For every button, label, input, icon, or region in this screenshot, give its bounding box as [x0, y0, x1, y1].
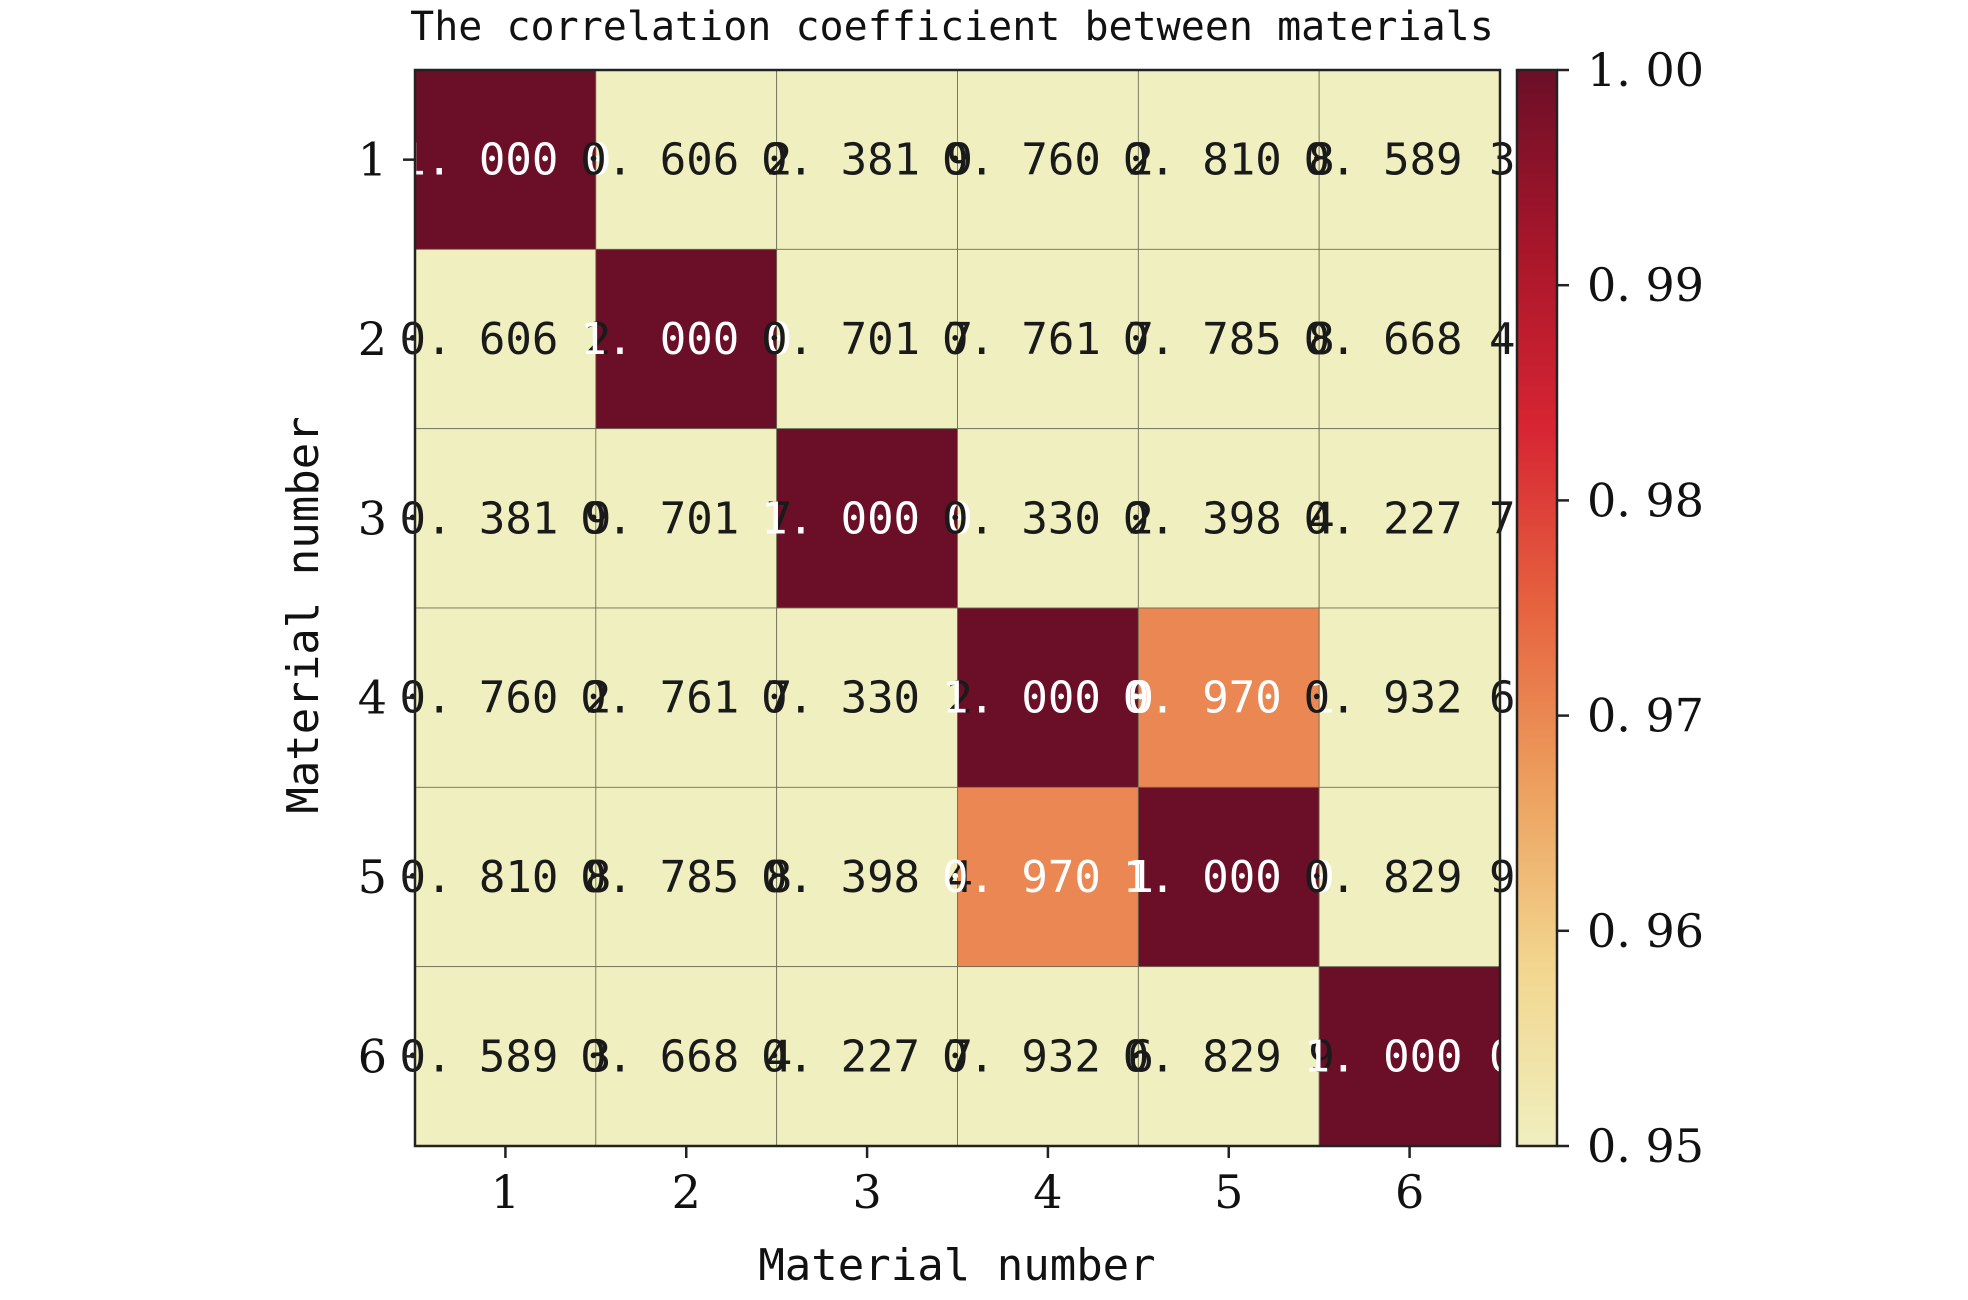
cell-value-label: 0. 701 7 — [580, 493, 792, 544]
heatmap-cell-4-2 — [595, 607, 778, 788]
cell-value-label: 0. 668 4 — [1304, 314, 1516, 365]
cell-value-label: 0. 398 4 — [1123, 493, 1335, 544]
heatmap-cell-1-1 — [414, 69, 597, 250]
cell-value-label: 0. 701 7 — [761, 314, 973, 365]
heatmap-cell-3-1 — [414, 428, 597, 609]
cell-value-label: 0. 398 4 — [761, 852, 973, 903]
cell-value-label: 0. 761 7 — [580, 673, 792, 724]
heatmap-cell-4-4 — [957, 607, 1139, 788]
x-tick-label: 4 — [1033, 1165, 1062, 1219]
heatmap-cell-1-5 — [1137, 69, 1320, 250]
cell-value-label: 0. 970 1 — [942, 852, 1154, 903]
heatmap-cell-6-6 — [1318, 966, 1501, 1147]
y-axis-ticks: 1 2 3 4 5 6 — [358, 133, 415, 1083]
cell-value-label: 0. 970 1 — [1123, 673, 1335, 724]
heatmap-cell-4-1 — [414, 607, 597, 788]
cell-value-label: 0. 330 2 — [761, 673, 973, 724]
colorbar: 0. 95 0. 96 0. 97 0. 98 0. 99 1. 00 — [1515, 43, 1704, 1173]
cell-value-label: 0. 606 2 — [399, 314, 611, 365]
heatmap-cell-2-2 — [595, 248, 778, 430]
heatmap-cell-6-5 — [1137, 966, 1320, 1147]
cell-value-label: 1. 000 0 — [761, 493, 973, 544]
x-tick-label: 3 — [852, 1165, 881, 1219]
y-tick-label: 6 — [358, 1029, 387, 1083]
chart-title: The correlation coefficient between mate… — [410, 4, 1494, 50]
x-tick-label: 1 — [491, 1165, 520, 1219]
cell-value-label: 0. 606 2 — [580, 135, 792, 186]
heatmap-cell-6-1 — [414, 966, 597, 1147]
heatmap-cell-labels: 1. 000 00. 606 20. 381 90. 760 20. 810 8… — [399, 135, 1515, 1083]
cell-value-label: 0. 589 3 — [399, 1031, 611, 1082]
cell-value-label: 0. 829 9 — [1304, 852, 1516, 903]
heatmap-cell-5-3 — [776, 786, 958, 968]
plot-frame — [413, 68, 1502, 1148]
cell-value-label: 0. 932 6 — [942, 1031, 1154, 1082]
y-tick-label: 5 — [358, 850, 387, 904]
x-tick-label: 6 — [1395, 1165, 1424, 1219]
y-tick-label: 3 — [358, 491, 387, 545]
cell-value-label: 0. 381 9 — [761, 135, 973, 186]
cell-value-label: 0. 227 7 — [1304, 493, 1516, 544]
cell-value-label: 1. 000 0 — [942, 673, 1154, 724]
y-tick-label: 2 — [358, 312, 387, 366]
y-axis-label: Material number — [278, 416, 329, 813]
heatmap-cell-5-1 — [414, 786, 597, 968]
heatmap-cell-6-4 — [957, 966, 1139, 1147]
cell-value-label: 1. 000 0 — [1304, 1031, 1516, 1082]
cell-value-label: 0. 829 9 — [1123, 1031, 1335, 1082]
heatmap-cell-3-3 — [776, 428, 958, 609]
heatmap-cell-3-6 — [1318, 428, 1501, 609]
cell-value-label: 0. 785 8 — [580, 852, 792, 903]
x-tick-label: 5 — [1214, 1165, 1243, 1219]
colorbar-tick-label: 0. 99 — [1587, 258, 1704, 312]
heatmap-cell-2-1 — [414, 248, 597, 430]
heatmap-cell-5-2 — [595, 786, 778, 968]
cell-value-label: 0. 330 2 — [942, 493, 1154, 544]
cell-value-label: 0. 810 8 — [399, 852, 611, 903]
heatmap-cell-3-2 — [595, 428, 778, 609]
colorbar-tick-label: 0. 95 — [1587, 1119, 1704, 1173]
y-tick-label: 4 — [358, 671, 387, 725]
heatmap-cell-2-6 — [1318, 248, 1501, 430]
cell-value-label: 0. 932 6 — [1304, 673, 1516, 724]
cell-value-label: 0. 227 7 — [761, 1031, 973, 1082]
cell-value-label: 1. 000 0 — [399, 135, 611, 186]
cell-value-label: 0. 589 3 — [1304, 135, 1516, 186]
cell-value-label: 0. 761 7 — [942, 314, 1154, 365]
heatmap-cell-1-4 — [957, 69, 1139, 250]
cell-value-label: 0. 810 8 — [1123, 135, 1335, 186]
x-axis-ticks: 1 2 3 4 5 6 — [491, 1146, 1424, 1219]
x-axis-label: Material number — [758, 1240, 1155, 1291]
x-tick-label: 2 — [672, 1165, 701, 1219]
heatmap-cell-1-6 — [1318, 69, 1501, 250]
cell-value-label: 1. 000 0 — [1123, 852, 1335, 903]
heatmap-cell-1-2 — [595, 69, 778, 250]
heatmap-cells — [414, 69, 1501, 1147]
colorbar-tick-label: 0. 98 — [1587, 473, 1704, 527]
heatmap-cell-4-5 — [1137, 607, 1320, 788]
heatmap-cell-5-4 — [957, 786, 1139, 968]
cell-value-label: 0. 760 2 — [399, 673, 611, 724]
cell-value-label: 0. 668 4 — [580, 1031, 792, 1082]
heatmap-cell-2-4 — [957, 248, 1139, 430]
cell-value-label: 0. 381 9 — [399, 493, 611, 544]
colorbar-tick-label: 0. 97 — [1587, 689, 1704, 743]
heatmap-cell-3-4 — [957, 428, 1139, 609]
y-tick-label: 1 — [358, 133, 387, 187]
colorbar-tick-label: 0. 96 — [1587, 904, 1704, 958]
cell-value-label: 0. 785 8 — [1123, 314, 1335, 365]
heatmap-cell-3-5 — [1137, 428, 1320, 609]
heatmap-cell-5-5 — [1137, 786, 1320, 968]
cell-value-label: 0. 760 2 — [942, 135, 1154, 186]
colorbar-gradient — [1515, 68, 1559, 1148]
heatmap-cell-4-3 — [776, 607, 958, 788]
cell-value-label: 1. 000 0 — [580, 314, 792, 365]
colorbar-tick-label: 1. 00 — [1587, 43, 1704, 97]
